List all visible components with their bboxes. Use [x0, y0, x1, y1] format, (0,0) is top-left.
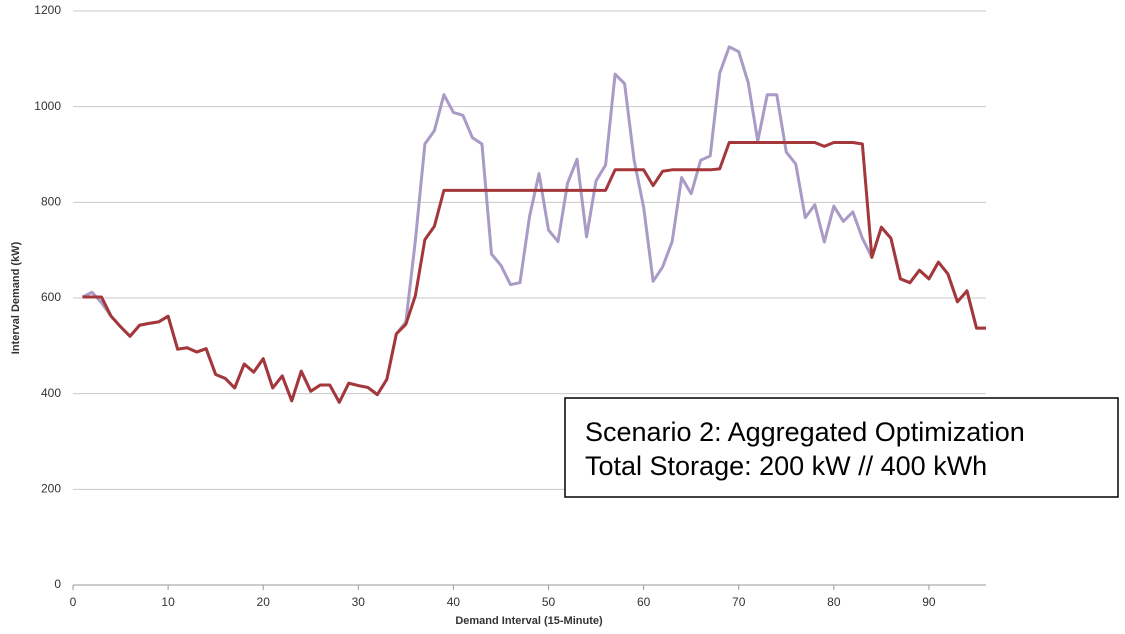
data-line: [82, 141, 986, 404]
x-tick-label: 90: [922, 595, 936, 609]
x-tick-label: 60: [637, 595, 651, 609]
y-tick-label: 800: [41, 195, 61, 209]
y-tick-label: 0: [54, 577, 61, 591]
x-tick-label: 0: [70, 595, 77, 609]
data-line: [81, 45, 986, 404]
y-tick-label: 200: [41, 482, 61, 496]
annotation-box: [564, 397, 1119, 498]
y-axis-label: Interval Demand (kW): [10, 241, 22, 354]
annotation-text: Scenario 2: Aggregated Optimization: [585, 417, 1025, 447]
y-tick-label: 600: [41, 290, 61, 304]
x-tick-label: 50: [542, 595, 556, 609]
x-axis-label: Demand Interval (15-Minute): [455, 615, 603, 627]
x-tick-label: 30: [352, 595, 366, 609]
y-tick-label: 1000: [34, 99, 61, 113]
y-tick-label: 1200: [34, 3, 61, 17]
y-tick-label: 400: [41, 386, 61, 400]
x-tick-label: 10: [161, 595, 175, 609]
x-tick-label: 80: [827, 595, 841, 609]
x-tick-label: 20: [257, 595, 271, 609]
x-tick-label: 70: [732, 595, 746, 609]
x-tick-label: 40: [447, 595, 461, 609]
annotation-text: Total Storage: 200 kW // 400 kWh: [585, 451, 987, 481]
